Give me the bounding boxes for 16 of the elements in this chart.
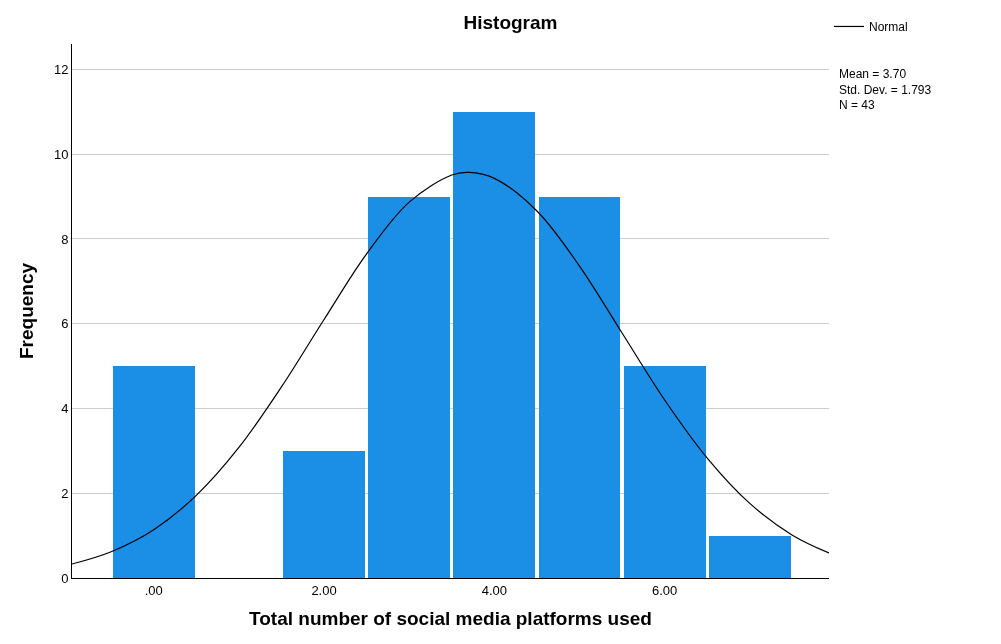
chart-title: Histogram — [463, 12, 558, 34]
y-tick-label: 8 — [61, 231, 69, 247]
x-tick-label: 2.00 — [311, 582, 337, 598]
y-tick-label: 10 — [53, 146, 69, 162]
y-tick-label: 2 — [61, 485, 69, 501]
y-tick-label: 0 — [61, 570, 69, 586]
y-axis-title: Frequency — [15, 262, 37, 360]
y-tick-label: 12 — [53, 61, 69, 77]
text: Mean = 3.70 Std. Dev. = 1.793 N = 43 — [839, 67, 932, 113]
legend-label: Normal — [869, 20, 908, 35]
x-tick-label: 4.00 — [481, 582, 508, 598]
y-tick-label: 4 — [61, 401, 69, 417]
y-tick-label: 6 — [61, 316, 69, 332]
x-tick-label: 6.00 — [652, 582, 678, 598]
x-axis-title: Total number of social media platforms used — [249, 608, 652, 630]
x-tick-label: .00 — [144, 582, 163, 598]
